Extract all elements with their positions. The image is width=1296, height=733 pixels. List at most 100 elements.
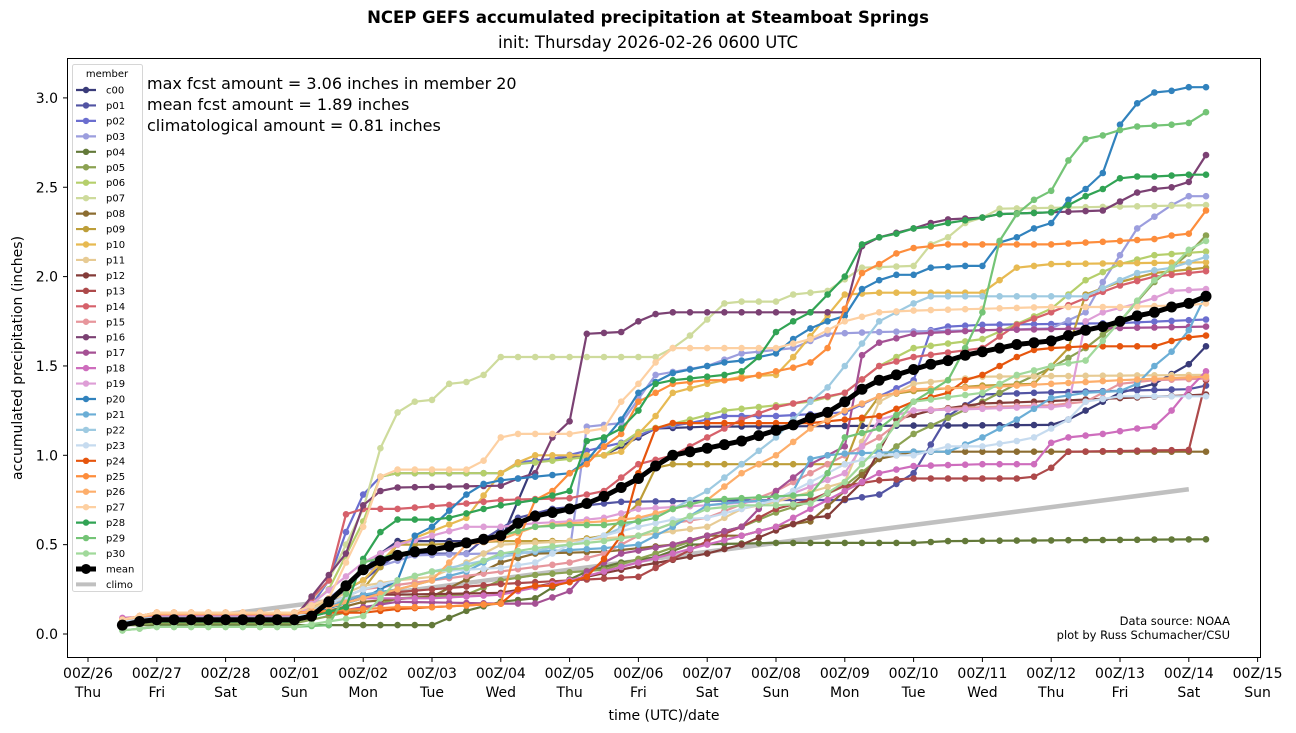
data-point-p27 (514, 430, 522, 438)
legend-label: p06 (106, 178, 125, 189)
chart-subtitle: init: Thursday 2026-02-26 0600 UTC (498, 33, 798, 52)
data-point-p23 (359, 586, 367, 593)
data-point-p29 (669, 505, 677, 513)
data-point-p17 (652, 544, 659, 551)
data-point-p04 (910, 539, 917, 547)
credit-author: plot by Russ Schumacher/CSU (1057, 628, 1230, 642)
data-point-mean (890, 369, 902, 381)
data-point-p10 (600, 452, 608, 459)
data-point-p20 (1202, 83, 1210, 91)
data-point-p30 (841, 478, 849, 486)
data-point-p04 (531, 595, 539, 602)
data-point-p30 (669, 519, 677, 527)
data-point-p10 (1133, 259, 1141, 267)
data-point-p30 (755, 502, 763, 509)
data-point-p27 (411, 466, 419, 473)
data-point-p04 (772, 539, 780, 547)
data-point-p21 (1185, 326, 1193, 334)
data-point-mean (942, 355, 954, 367)
data-point-p30 (411, 572, 419, 580)
data-point-p22 (1047, 293, 1055, 300)
data-point-p19 (325, 586, 333, 594)
data-point-p22 (910, 300, 917, 307)
legend-label: p04 (106, 147, 125, 158)
data-point-p30 (480, 557, 487, 564)
data-point-p29 (1185, 119, 1193, 127)
data-point-p19 (1065, 402, 1072, 409)
legend-marker (82, 318, 90, 325)
data-point-p12 (824, 512, 831, 520)
data-point-p13 (893, 476, 900, 483)
x-tick-label-time: 00Z/14 (1164, 666, 1214, 682)
x-tick-label-time: 00Z/12 (1026, 666, 1076, 682)
data-point-p21 (600, 544, 608, 552)
data-point-p27 (755, 344, 763, 352)
data-point-p01 (652, 498, 659, 505)
data-point-p13 (445, 584, 453, 592)
legend-label: p28 (106, 518, 125, 529)
data-point-mean (237, 614, 249, 626)
data-point-p18 (772, 523, 780, 531)
data-point-p19 (927, 406, 935, 414)
data-point-p29 (1013, 210, 1021, 218)
data-point-p27 (273, 609, 281, 616)
data-point-p25 (583, 460, 591, 468)
data-point-p22 (841, 362, 849, 370)
data-point-p25 (755, 371, 763, 379)
legend-title: member (86, 69, 129, 80)
x-tick-label-time: 00Z/13 (1095, 666, 1145, 682)
data-point-p21 (445, 572, 453, 580)
data-point-p27 (1202, 300, 1210, 307)
data-point-p27 (617, 398, 625, 406)
data-point-p30 (1013, 371, 1021, 379)
data-point-p18 (428, 595, 436, 602)
data-point-p18 (944, 461, 952, 469)
data-point-p22 (1065, 293, 1072, 300)
data-point-p25 (1202, 207, 1210, 214)
data-point-p25 (1185, 230, 1193, 237)
data-point-p24 (652, 425, 659, 432)
data-point-p21 (617, 543, 625, 550)
data-point-p27 (858, 313, 866, 321)
data-point-p27 (910, 307, 917, 314)
data-point-p26 (961, 384, 969, 392)
x-tick-label-day: Mon (830, 685, 860, 701)
data-point-mean (1011, 339, 1023, 350)
data-point-p28 (411, 516, 419, 523)
data-point-p29 (359, 559, 367, 566)
data-point-p02 (1151, 318, 1158, 325)
data-point-p13 (514, 579, 522, 587)
data-point-p20 (669, 369, 677, 377)
annotation-max: max fcst amount = 3.06 inches in member … (147, 74, 517, 93)
data-point-p19 (617, 510, 625, 517)
data-point-p27 (377, 473, 384, 481)
data-point-p13 (617, 574, 625, 581)
legend-marker (82, 194, 90, 202)
data-point-p13 (961, 475, 969, 482)
data-point-p28 (1065, 201, 1072, 209)
data-point-p20 (686, 366, 694, 373)
data-point-p30 (979, 389, 986, 397)
data-point-p30 (205, 623, 212, 631)
x-tick-label-day: Sat (696, 685, 719, 701)
legend-marker (82, 117, 90, 125)
data-point-p30 (170, 623, 178, 631)
data-point-p26 (1168, 374, 1175, 382)
data-point-p02 (1168, 317, 1175, 325)
data-point-p17 (1202, 323, 1210, 330)
data-point-p11 (497, 541, 505, 548)
legend-item-p15: p15 (76, 317, 125, 328)
data-point-p28 (979, 214, 986, 221)
data-point-mean (1062, 330, 1074, 342)
data-point-p30 (738, 502, 745, 509)
data-point-p07 (445, 380, 453, 388)
data-point-p04 (996, 537, 1003, 544)
data-point-p10 (531, 452, 539, 459)
legend-item-p03: p03 (76, 132, 125, 143)
data-point-p10 (1116, 260, 1124, 267)
data-point-p29 (1065, 157, 1072, 164)
data-point-p28 (875, 234, 883, 241)
data-point-p28 (1133, 173, 1141, 180)
data-point-p07 (480, 371, 487, 379)
data-point-p14 (1116, 282, 1124, 289)
